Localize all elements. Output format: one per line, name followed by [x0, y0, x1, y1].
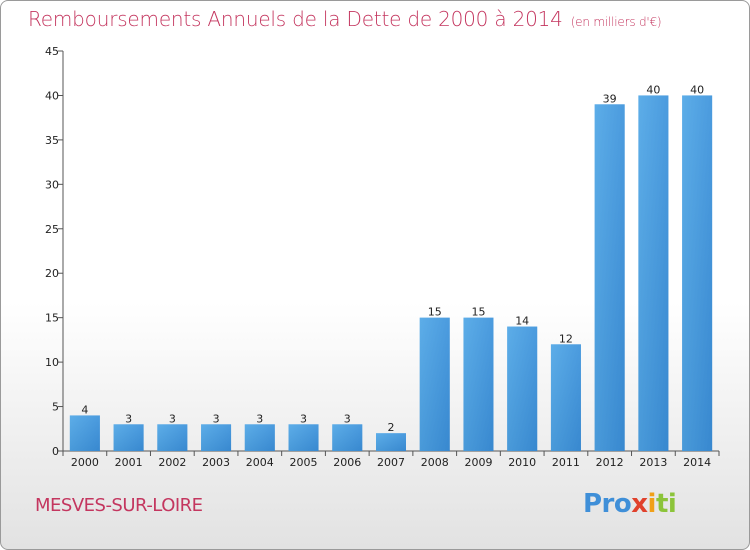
- bar-highlight: [682, 95, 713, 451]
- x-tick-label: 2002: [158, 456, 186, 469]
- bar-highlight: [376, 433, 406, 451]
- x-tick-label: 2009: [464, 456, 492, 469]
- x-tick-label: 2011: [552, 456, 580, 469]
- value-labels: 4 3 3 3 3 3 3 2 15 15 14 12 39 40 40: [81, 83, 704, 434]
- x-tick-label: 2014: [683, 456, 711, 469]
- bar-highlight: [638, 95, 669, 451]
- bar-value-label: 3: [125, 412, 132, 425]
- bar-highlight: [550, 344, 581, 451]
- logo-part-2: x: [631, 489, 648, 519]
- bar-value-label: 39: [603, 92, 617, 105]
- bar-value-label: 3: [169, 412, 176, 425]
- y-tick-label: 5: [52, 401, 59, 414]
- logo-part-3: i: [647, 489, 657, 519]
- bar-value-label: 15: [428, 306, 442, 319]
- bar-highlight: [69, 415, 100, 451]
- x-tick-label: 2003: [202, 456, 230, 469]
- bar-highlight: [113, 424, 144, 451]
- commune-name: MESVES-SUR-LOIRE: [35, 495, 203, 516]
- chart-subtitle: (en milliers d'€): [570, 15, 662, 29]
- logo-part-1: Pro: [583, 489, 632, 519]
- x-tick-label: 2012: [596, 456, 624, 469]
- y-tick-label: 20: [45, 267, 59, 280]
- bars: [69, 95, 713, 451]
- bar-highlight: [507, 326, 538, 451]
- x-tick-label: 2005: [290, 456, 318, 469]
- bar-highlight: [201, 424, 232, 451]
- y-tick-label: 45: [45, 45, 59, 58]
- bar-highlight: [332, 424, 363, 451]
- chart-title: Remboursements Annuels de la Dette de 20…: [28, 7, 662, 31]
- bar-highlight: [463, 317, 494, 451]
- bar-value-label: 4: [81, 403, 88, 416]
- y-tick-label: 10: [45, 356, 59, 369]
- bar-highlight: [419, 317, 450, 451]
- bar-value-label: 3: [256, 412, 263, 425]
- bar-value-label: 15: [471, 306, 485, 319]
- y-tick-label: 25: [45, 223, 59, 236]
- x-tick-label: 2010: [508, 456, 536, 469]
- x-tick-label: 2004: [246, 456, 274, 469]
- bar-highlight: [244, 424, 275, 451]
- bar-highlight: [288, 424, 319, 451]
- x-tick-label: 2008: [421, 456, 449, 469]
- proxiti-logo: Proxiti: [583, 489, 677, 519]
- x-tick-label: 2001: [115, 456, 143, 469]
- logo-part-4: ti: [655, 489, 677, 519]
- y-tick-label: 30: [45, 178, 59, 191]
- bar-value-label: 3: [344, 412, 351, 425]
- y-tick-label: 0: [52, 445, 59, 458]
- bar-value-label: 3: [213, 412, 220, 425]
- bar-highlight: [594, 104, 625, 451]
- bar-value-label: 40: [690, 83, 704, 96]
- chart-title-text: Remboursements Annuels de la Dette de 20…: [28, 7, 563, 31]
- bar-value-label: 3: [300, 412, 307, 425]
- y-tick-label: 40: [45, 89, 59, 102]
- bar-value-label: 12: [559, 332, 573, 345]
- x-tick-label: 2007: [377, 456, 405, 469]
- bar-highlight: [157, 424, 188, 451]
- y-tick-label: 35: [45, 134, 59, 147]
- bar-value-label: 14: [515, 315, 529, 328]
- x-tick-label: 2000: [71, 456, 99, 469]
- x-tick-label: 2013: [639, 456, 667, 469]
- axes: 0 5 10 15 20 25 30 35 40 45 2000 2001 2002 2003 2004 20…: [45, 45, 720, 469]
- y-tick-label: 15: [45, 312, 59, 325]
- x-tick-label: 2006: [333, 456, 361, 469]
- bar-value-label: 2: [388, 421, 395, 434]
- bar-value-label: 40: [646, 83, 660, 96]
